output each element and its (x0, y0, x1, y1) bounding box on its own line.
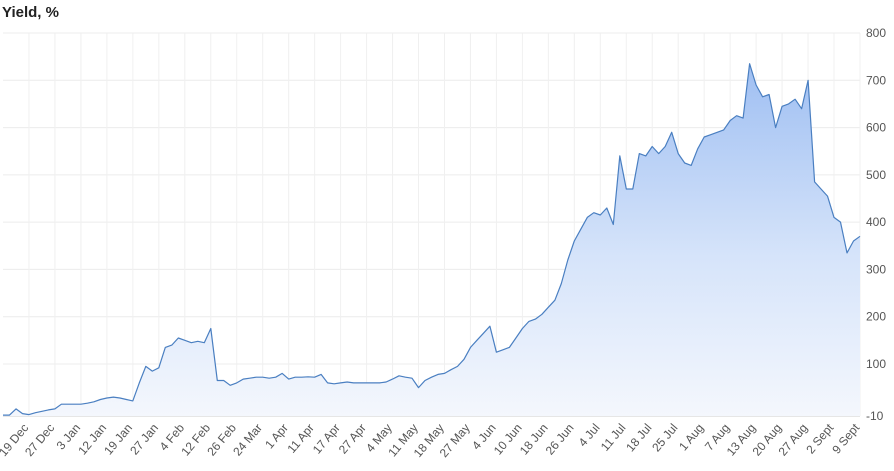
area-fill (3, 63, 860, 416)
x-tick-label: 18 Jul (623, 421, 654, 455)
y-tick-label: -10 (866, 409, 884, 423)
x-tick-label: 25 Jul (649, 421, 680, 455)
y-tick-label: 400 (866, 215, 886, 229)
x-tick-label: 9 Sept (829, 420, 862, 456)
y-tick-label: 700 (866, 73, 886, 87)
y-tick-label: 300 (866, 262, 886, 276)
x-tick-label: 11 Jul (598, 421, 629, 454)
x-tick-label: 27 Jan (127, 421, 161, 458)
x-tick-label: 27 Apr (336, 421, 369, 457)
y-tick-label: 600 (866, 121, 886, 135)
x-tick-label: 27 Aug (776, 421, 811, 459)
x-tick-label: 1 Aug (676, 421, 706, 454)
y-tick-label: 800 (866, 26, 886, 40)
line (3, 63, 861, 416)
chart-title: Yield, % (2, 4, 59, 21)
y-tick-label: 500 (866, 168, 886, 182)
x-tick-label: 2 Sept (803, 420, 836, 456)
y-tick-label: 100 (866, 357, 886, 371)
y-tick-label: 200 (866, 310, 886, 324)
x-tick-label: 24 Mar (230, 421, 265, 459)
x-tick-label: 26 Jun (543, 421, 577, 458)
x-tick-label: 17 Apr (310, 421, 343, 457)
